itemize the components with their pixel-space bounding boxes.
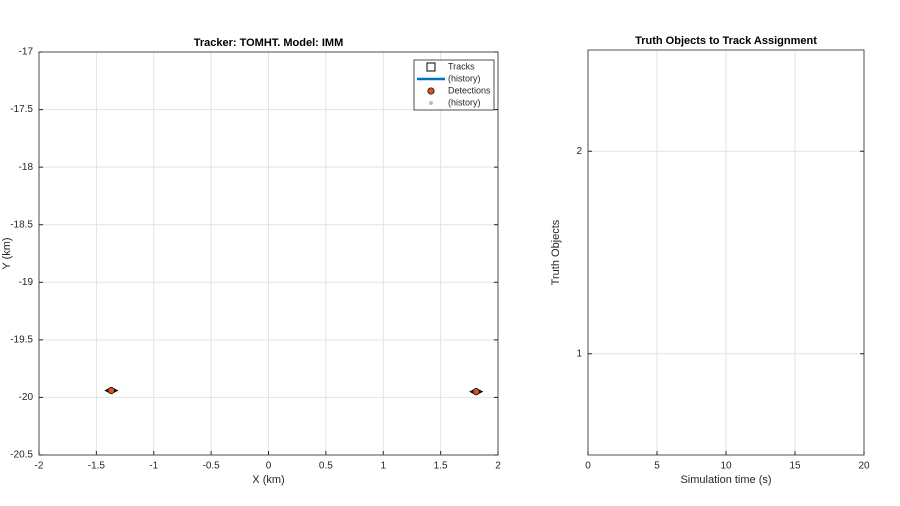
legend-symbol [427,87,435,95]
legend-symbol [426,62,436,72]
x-axis-label: X (km) [252,474,284,486]
y-tick-label: 1 [576,348,582,359]
x-tick-label: 1.5 [434,461,448,472]
axes-frame [587,49,865,456]
y-tick-label: -19 [19,277,34,288]
legend-symbol [429,101,433,105]
chart-title: Tracker: TOMHT. Model: IMM [194,37,344,49]
x-tick-label: -0.5 [203,461,221,472]
data-point [107,386,115,395]
x-tick-label: 10 [720,461,732,472]
y-axis-label: Y (km) [1,237,13,269]
x-axis-label: Simulation time (s) [680,474,771,486]
chart-title: Truth Objects to Track Assignment [635,35,817,47]
x-tick-label: 0 [585,461,591,472]
legend-label: Detections [448,85,491,95]
x-tick-label: 1 [380,461,386,472]
legend-label: (history) [448,73,481,83]
x-tick-label: 0.5 [319,461,333,472]
y-axis-label: Truth Objects [550,219,562,285]
y-tick-label: -19.5 [10,334,33,345]
x-tick-label: 0 [266,461,272,472]
y-tick-label: -18.5 [10,219,33,230]
y-tick-label: -17 [19,47,34,58]
x-tick-label: 15 [789,461,801,472]
x-tick-label: 5 [654,461,660,472]
x-tick-label: 2 [495,461,501,472]
x-tick-label: -2 [35,461,44,472]
y-tick-label: 2 [576,146,582,157]
y-tick-label: -20 [19,392,34,403]
y-tick-label: -18 [19,162,34,173]
legend-label: (history) [448,97,481,107]
x-tick-label: 20 [858,461,870,472]
x-tick-label: -1 [149,461,158,472]
x-tick-label: -1.5 [88,461,106,472]
data-point [472,388,480,396]
legend-label: Tracks [448,61,475,71]
axes-frame [38,51,499,456]
y-tick-label: -17.5 [10,104,33,115]
y-tick-label: -20.5 [10,450,33,461]
